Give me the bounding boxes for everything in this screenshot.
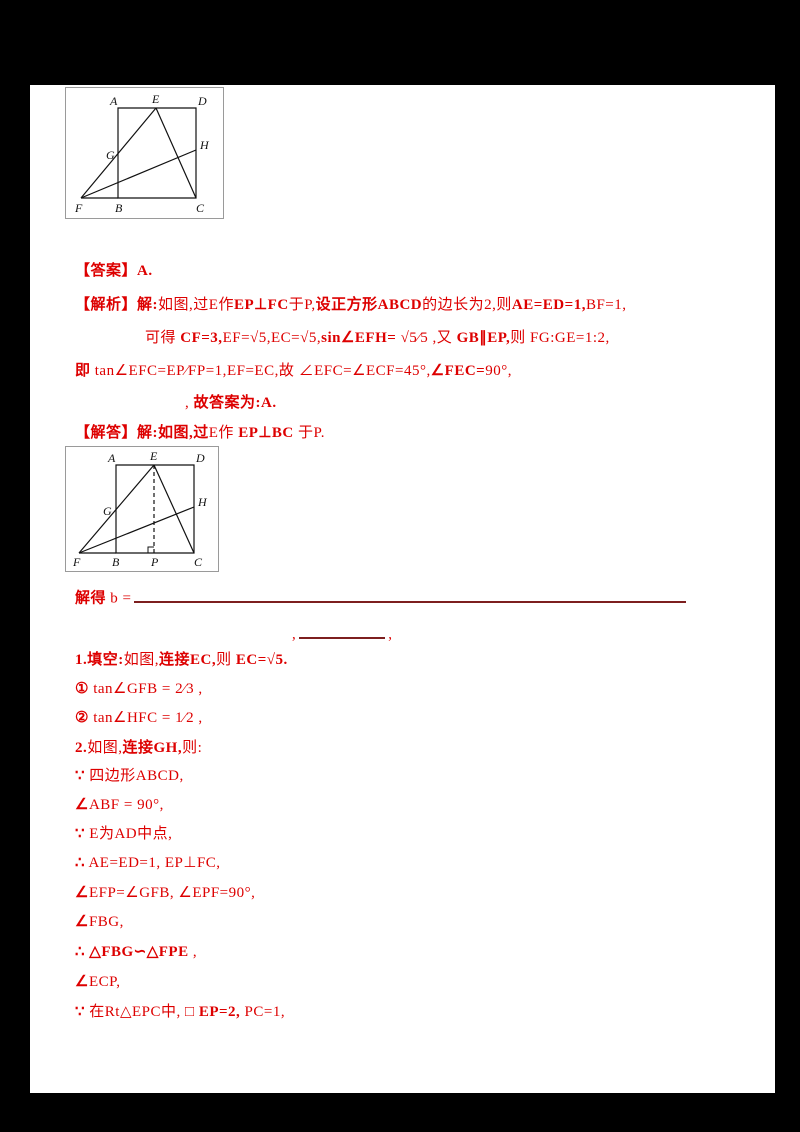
fig2-label-A: A bbox=[107, 451, 116, 465]
answer-line: 【答案】A. bbox=[75, 263, 153, 279]
numbered-step-1: ① tan∠GFB = 2⁄3 , bbox=[75, 681, 203, 697]
answer-blank-long bbox=[134, 587, 687, 603]
proof-step-3: ∵ E为AD中点, bbox=[75, 826, 173, 842]
fig1-label-C: C bbox=[196, 201, 205, 215]
proof-step-4: ∴ AE=ED=1, EP⊥FC, bbox=[75, 855, 221, 871]
subproblem-header: 1.填空:如图,连接EC,则 EC=√5. bbox=[75, 652, 288, 668]
fig1-label-B: B bbox=[115, 201, 123, 215]
segment-FE bbox=[80, 107, 157, 199]
fig1-label-D: D bbox=[197, 94, 207, 108]
fig1-label-H: H bbox=[199, 138, 210, 152]
fig2-label-D: D bbox=[195, 451, 205, 465]
proof-step-5: ∠EFP=∠GFB, ∠EPF=90°, bbox=[75, 885, 256, 901]
document-page: A E D G H F B C 【答案】A. 【解析】解:如图,过E作EP⊥FC… bbox=[30, 85, 775, 1093]
proof-step-9: ∵ 在Rt△EPC中, □ EP=2, PC=1, bbox=[75, 1004, 286, 1020]
figure-2-drawing: A E D G H F B P C bbox=[72, 449, 208, 569]
analysis-line-1: 【解析】解:如图,过E作EP⊥FC于P,设正方形ABCD的边长为2,则AE=ED… bbox=[75, 297, 627, 313]
segment-EC-2 bbox=[153, 464, 195, 554]
segment-EC bbox=[155, 107, 197, 199]
method2-line: 【解答】解:如图,过E作 EP⊥BC 于P. bbox=[75, 425, 325, 441]
proof-step-7: ∴ △FBG∽△FPE , bbox=[75, 944, 198, 960]
fig2-label-F: F bbox=[72, 555, 81, 569]
blank-line-2-pre: , bbox=[292, 626, 297, 643]
fig2-label-C: C bbox=[194, 555, 203, 569]
right-angle-mark bbox=[147, 546, 154, 553]
proof-step-8: ∠ECP, bbox=[75, 974, 121, 990]
segment-FH bbox=[80, 149, 197, 199]
figure-2: A E D G H F B P C bbox=[65, 446, 219, 572]
fig2-label-H: H bbox=[197, 495, 208, 509]
proof-step-2: ∠ABF = 90°, bbox=[75, 797, 164, 813]
figure-1-drawing: A E D G H F B C bbox=[74, 92, 210, 215]
fig1-label-G: G bbox=[106, 148, 115, 162]
segment-FE-2 bbox=[78, 464, 155, 554]
blank-line-2-post: , bbox=[388, 626, 393, 643]
fig1-label-E: E bbox=[151, 92, 160, 106]
blank-line-1-label: 解得 b = bbox=[75, 590, 132, 607]
fig1-label-F: F bbox=[74, 201, 83, 215]
fig1-label-A: A bbox=[109, 94, 118, 108]
comment-line: 2.如图,连接GH,则: bbox=[75, 740, 203, 756]
analysis-line-3: 即 tan∠EFC=EP⁄FP=1,EF=EC,故 ∠EFC=∠ECF=45°,… bbox=[75, 363, 512, 379]
proof-step-1: ∵ 四边形ABCD, bbox=[75, 768, 184, 784]
fig2-label-E: E bbox=[149, 449, 158, 463]
analysis-line-4: , 故答案为:A. bbox=[185, 395, 277, 411]
numbered-step-2: ② tan∠HFC = 1⁄2 , bbox=[75, 710, 203, 726]
blank-line-1: 解得 b = bbox=[75, 587, 689, 609]
fig2-label-P: P bbox=[150, 555, 159, 569]
analysis-line-2: 可得 CF=3,EF=√5,EC=√5,sin∠EFH= √5⁄5 ,又 GB∥… bbox=[145, 330, 610, 346]
blank-line-2: ,, bbox=[292, 623, 393, 645]
segment-FH-2 bbox=[78, 506, 195, 554]
square-ABCD bbox=[117, 107, 197, 199]
square-ABCD-2 bbox=[115, 464, 195, 554]
answer-blank-short bbox=[299, 623, 386, 639]
fig2-label-B: B bbox=[112, 555, 120, 569]
figure-1: A E D G H F B C bbox=[65, 87, 224, 219]
fig2-label-G: G bbox=[103, 504, 112, 518]
proof-step-6: ∠FBG, bbox=[75, 914, 124, 930]
